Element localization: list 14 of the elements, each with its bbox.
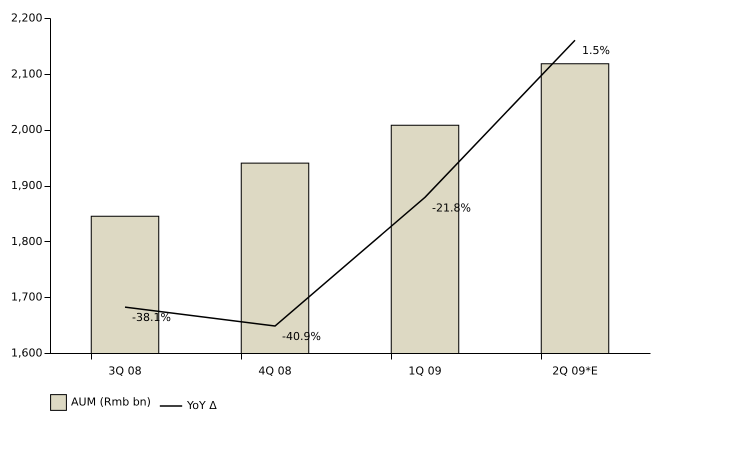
x-tick-label: 1Q 09: [408, 364, 442, 378]
x-tick-label: 3Q 08: [108, 364, 142, 378]
legend-label: YoY Δ: [186, 399, 218, 412]
x-tick-label: 2Q 09*E: [552, 364, 598, 378]
y-tick-label: 2,100: [11, 67, 42, 80]
legend-label: AUM (Rmb bn): [71, 396, 151, 408]
data-label: 1.5%: [582, 44, 610, 58]
y-tick-label: 1,800: [11, 234, 42, 248]
y-tick-label: 1,900: [11, 179, 42, 192]
y-tick-label: 1,600: [11, 346, 42, 360]
x-tick-label: 4Q 08: [258, 364, 292, 378]
y-tick-label: 1,700: [11, 290, 42, 304]
y-tick-label: 2,000: [11, 123, 42, 136]
y-tick-label: 2,200: [11, 12, 42, 24]
